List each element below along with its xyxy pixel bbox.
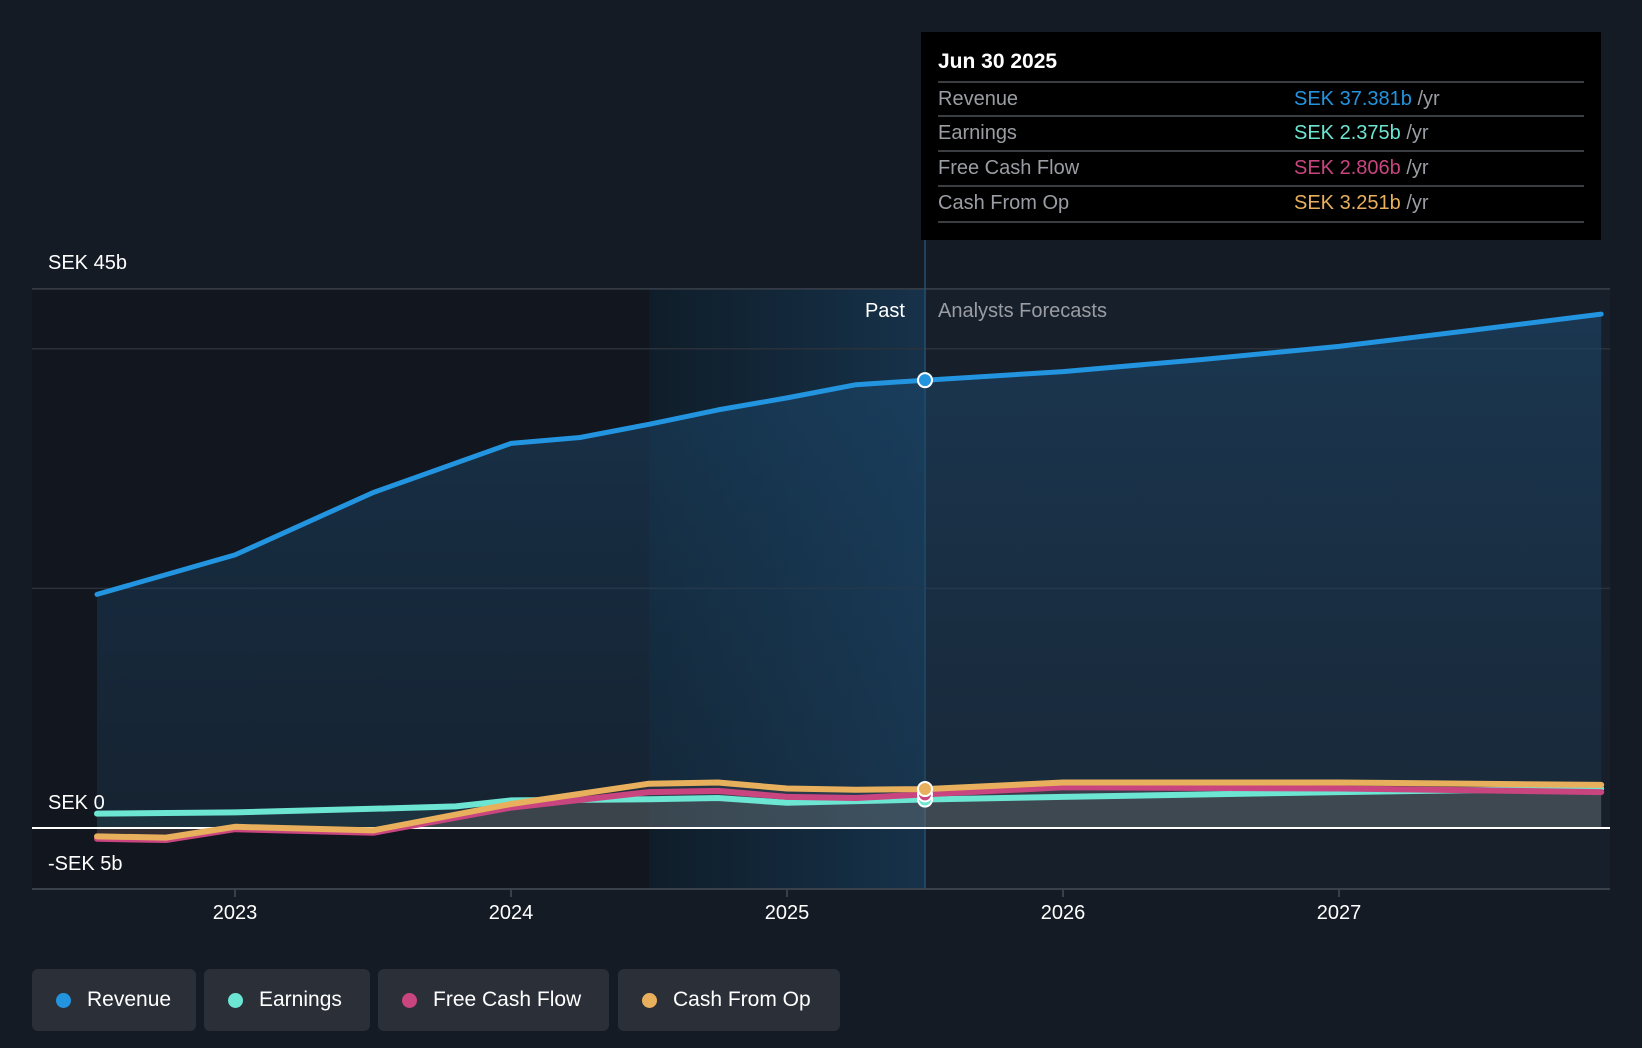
x-tick-label: 2026 [1040, 902, 1086, 924]
legend-label: Earnings [259, 988, 342, 1011]
y-tick-label: SEK 0 [48, 792, 105, 814]
legend-free-cash-flow[interactable]: Free Cash Flow [378, 969, 609, 1031]
divider [938, 221, 1584, 223]
legend-label: Cash From Op [673, 988, 811, 1011]
tooltip-unit: /yr [1417, 88, 1440, 110]
tooltip-value: SEK 2.375b [1294, 122, 1401, 144]
series-area-free-cash-flow [97, 787, 1602, 840]
x-tick-label: 2023 [212, 902, 258, 924]
tooltip-value: SEK 2.806b [1294, 157, 1401, 179]
x-tick-label: 2025 [764, 902, 810, 924]
series-line-earnings [94, 785, 1605, 817]
fcf-dot-icon [402, 992, 417, 1008]
tooltip-unit: /yr [1406, 192, 1429, 214]
tooltip-row-cfo: Cash From Op SEK 3.251b /yr [938, 185, 1584, 221]
legend-label: Free Cash Flow [433, 988, 582, 1011]
series-area-revenue [97, 314, 1602, 829]
tooltip-unit: /yr [1406, 122, 1429, 144]
revenue-dot-icon [56, 992, 71, 1008]
y-tick-label: -SEK 5b [48, 853, 123, 875]
tooltip-row-revenue: Revenue SEK 37.381b /yr [938, 81, 1584, 117]
tooltip-row-fcf: Free Cash Flow SEK 2.806b /yr [938, 150, 1584, 186]
series-line-revenue [94, 311, 1604, 597]
tooltip-value: SEK 3.251b [1294, 192, 1401, 214]
legend-revenue[interactable]: Revenue [32, 969, 196, 1031]
tooltip-unit: /yr [1406, 157, 1429, 179]
legend-cash-from-op[interactable]: Cash From Op [618, 969, 840, 1031]
legend-earnings[interactable]: Earnings [204, 969, 370, 1031]
legend-label: Revenue [87, 988, 172, 1011]
tooltip-label: Cash From Op [938, 192, 1070, 214]
x-tick-label: 2027 [1316, 902, 1362, 924]
data-point-cash-from-op [917, 781, 933, 798]
x-tick-label: 2024 [488, 902, 534, 924]
tooltip: Jun 30 2025 Revenue SEK 37.381b /yr Earn… [921, 32, 1601, 240]
tooltip-label: Earnings [938, 122, 1017, 144]
data-point-revenue [917, 372, 933, 389]
tooltip-value: SEK 37.381b [1294, 88, 1412, 110]
tooltip-label: Revenue [938, 88, 1019, 110]
cfo-dot-icon [642, 992, 657, 1008]
tooltip-label: Free Cash Flow [938, 157, 1080, 179]
tooltip-row-earnings: Earnings SEK 2.375b /yr [938, 115, 1584, 151]
y-tick-label: SEK 45b [48, 252, 127, 274]
past-label: Past [864, 300, 905, 322]
series-area-earnings [97, 788, 1602, 828]
tooltip-date: Jun 30 2025 [938, 50, 1058, 73]
forecast-label: Analysts Forecasts [938, 300, 1107, 322]
series-line-cash-from-op [94, 779, 1605, 841]
earnings-dot-icon [228, 992, 243, 1008]
